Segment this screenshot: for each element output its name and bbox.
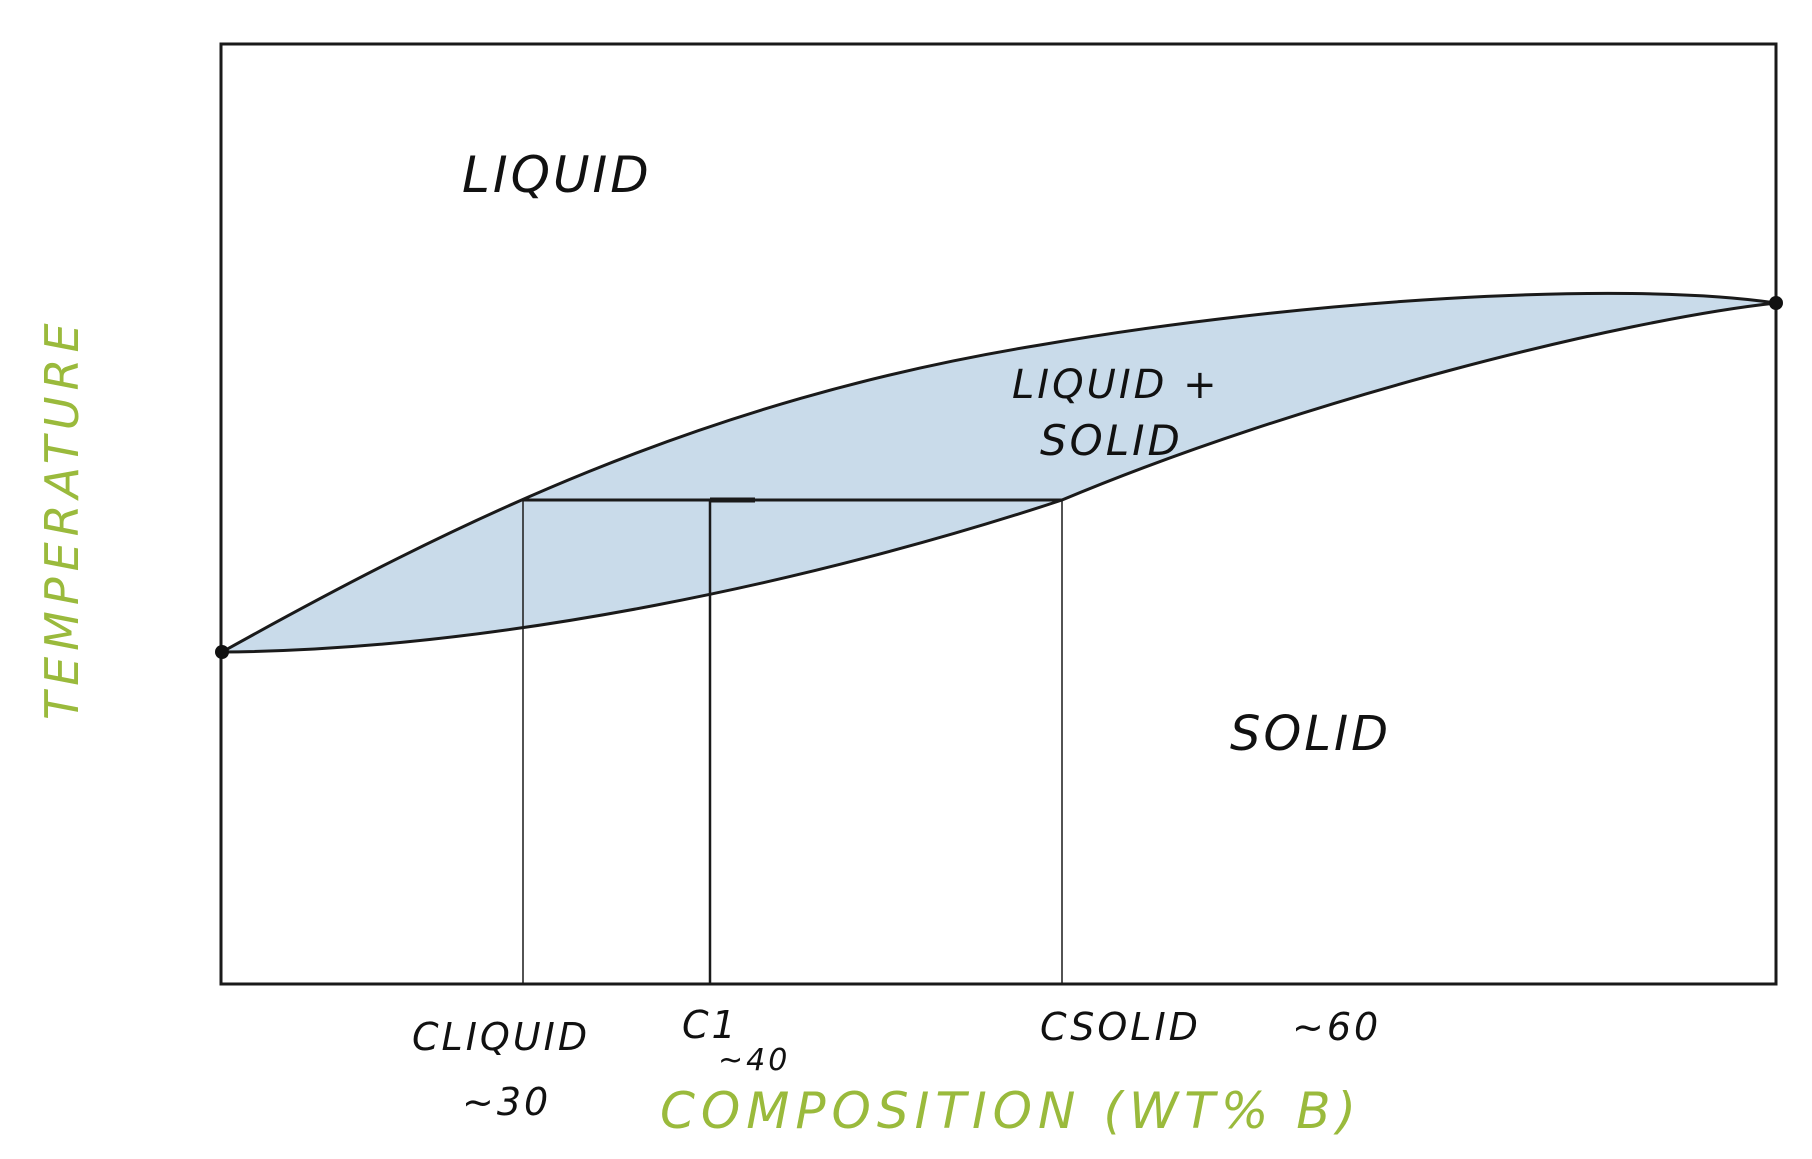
region-label-two-phase-2: SOLID [1040, 416, 1183, 465]
y-axis-title: TEMPERATURE [35, 317, 89, 720]
x-axis-title: COMPOSITION (WT% B) [660, 1082, 1362, 1140]
melting-point-b [1769, 296, 1783, 310]
c-solid-label: CSOLID [1040, 1005, 1201, 1049]
two-phase-region [222, 293, 1776, 652]
c-liquid-value: ~30 [462, 1080, 551, 1124]
c-solid-value: ~60 [1292, 1005, 1381, 1049]
melting-point-a [215, 645, 229, 659]
c-liquid-label: CLIQUID [412, 1015, 590, 1059]
region-label-two-phase-1: LIQUID + [1012, 362, 1220, 408]
c-overall-label: C1 [682, 1003, 739, 1047]
region-label-liquid: LIQUID [462, 146, 652, 204]
region-label-solid: SOLID [1230, 706, 1391, 762]
c-overall-value: ~40 [718, 1043, 790, 1078]
liquidus-curve [221, 291, 1777, 654]
plot-frame [219, 42, 1778, 986]
